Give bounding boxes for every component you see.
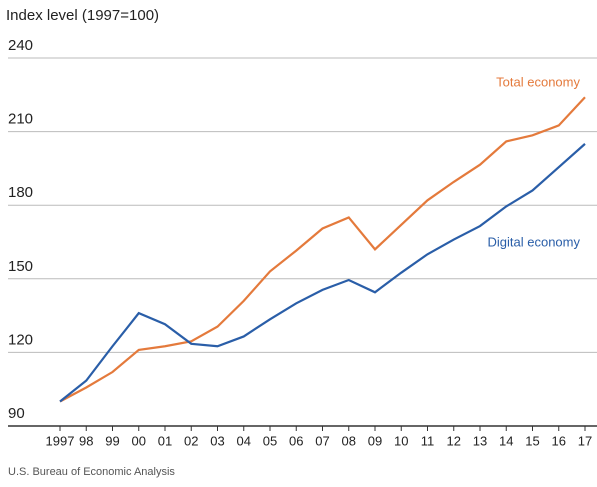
- y-tick-label: 180: [8, 184, 33, 201]
- x-tick-label: 04: [237, 433, 251, 448]
- x-tick-label: 1997: [46, 433, 75, 448]
- x-tick-label: 16: [552, 433, 566, 448]
- x-tick-label: 10: [394, 433, 408, 448]
- y-tick-label: 150: [8, 258, 33, 275]
- x-tick-label: 09: [368, 433, 382, 448]
- legend-label: Digital economy: [488, 234, 581, 249]
- line: [59, 143, 586, 403]
- x-tick-label: 12: [447, 433, 461, 448]
- y-tick-label: 210: [8, 111, 33, 128]
- x-tick-label: 11: [421, 433, 435, 448]
- legend-label: Total economy: [496, 74, 580, 89]
- x-tick-label: 02: [184, 433, 198, 448]
- x-tick-label: 08: [342, 433, 356, 448]
- x-tick-label: 06: [289, 433, 303, 448]
- y-axis-label: Index level (1997=100): [6, 7, 159, 24]
- x-tick-label: 07: [315, 433, 329, 448]
- source: U.S. Bureau of Economic Analysis: [8, 466, 175, 478]
- x-tick-label: 17: [578, 433, 592, 448]
- x-tick-label: 05: [263, 433, 277, 448]
- x-tick-label: 01: [158, 433, 172, 448]
- y-tick-label: 90: [8, 405, 25, 422]
- y-tick-label: 240: [8, 37, 33, 54]
- x-tick-label: 15: [525, 433, 539, 448]
- x-tick-label: 13: [473, 433, 487, 448]
- x-tick-label: 14: [499, 433, 513, 448]
- x-tick-label: 03: [210, 433, 224, 448]
- line: [59, 96, 586, 403]
- x-tick-label: 99: [105, 433, 119, 448]
- x-tick-label: 98: [79, 433, 93, 448]
- x-tick-label: 00: [132, 433, 146, 448]
- y-tick-label: 120: [8, 331, 33, 348]
